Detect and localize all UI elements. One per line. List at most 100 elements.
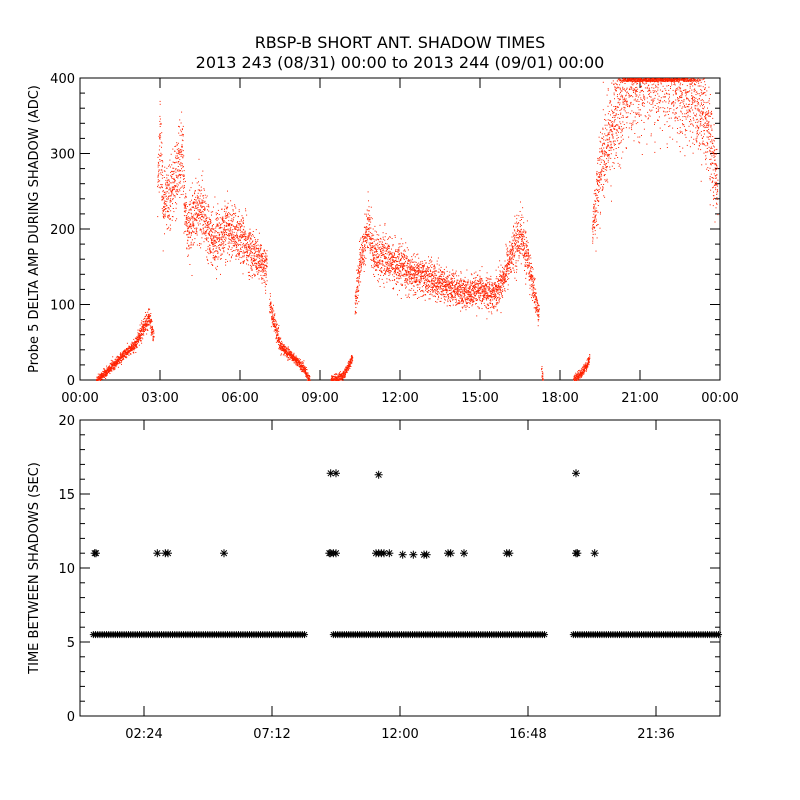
data-point: [270, 326, 272, 328]
data-point: [263, 279, 265, 281]
data-point: [113, 365, 115, 367]
data-point: [435, 293, 437, 295]
data-point: [187, 255, 189, 257]
data-point: [284, 352, 286, 354]
data-point: [368, 218, 370, 220]
data-point: [252, 263, 253, 265]
data-point: [207, 227, 209, 229]
data-point: [198, 224, 199, 226]
data-point: [418, 279, 420, 281]
data-point: [115, 356, 117, 358]
data-point: [289, 355, 291, 357]
data-point: [243, 261, 245, 263]
data-point: [384, 273, 386, 275]
data-point: [410, 271, 411, 273]
data-point: [104, 372, 106, 374]
data-point: [357, 277, 359, 279]
data-point: [342, 378, 344, 380]
data-point: [430, 273, 432, 275]
data-point: [360, 264, 362, 266]
data-point: [158, 191, 160, 193]
data-point: [130, 346, 132, 348]
data-point: [411, 288, 413, 290]
data-point: [185, 204, 187, 206]
data-point: [364, 234, 366, 235]
data-point: [209, 231, 211, 233]
data-point: [391, 253, 393, 255]
data-point: [169, 200, 171, 202]
data-point: [382, 264, 383, 266]
data-point: [198, 200, 200, 202]
data-point: [414, 261, 416, 263]
data-point: [161, 177, 163, 179]
data-point: [208, 253, 210, 255]
data-point: [403, 257, 404, 259]
data-point: [363, 239, 365, 241]
data-point: [228, 224, 230, 226]
data-point: [210, 228, 212, 230]
data-point: [197, 203, 199, 205]
data-point: [243, 228, 245, 230]
data-point: [213, 257, 215, 258]
data-point: [134, 341, 136, 342]
data-point: [408, 272, 410, 273]
data-point: [196, 219, 198, 221]
data-point: [191, 232, 192, 234]
data-point: [421, 272, 423, 274]
data-point: [346, 371, 348, 373]
data-point: [420, 271, 422, 273]
data-point: [160, 155, 162, 156]
data-point: [433, 266, 435, 268]
data-point: [171, 182, 173, 184]
data-point: [101, 376, 103, 378]
data-point: [436, 278, 438, 280]
data-point: [101, 375, 103, 377]
data-point: [382, 261, 384, 262]
data-point: [176, 189, 178, 191]
data-point: [367, 219, 369, 221]
data-point: [238, 211, 240, 213]
data-point: [168, 226, 170, 228]
data-point: [430, 259, 431, 261]
data-point: [380, 274, 382, 276]
data-point: [391, 279, 393, 281]
data-point: [213, 242, 215, 244]
data-point: [297, 360, 299, 362]
data-point: [265, 264, 267, 266]
data-point: [282, 344, 284, 346]
data-point: [409, 282, 411, 284]
data-point: [395, 250, 396, 252]
data-point: [436, 277, 438, 279]
data-point: [231, 242, 233, 244]
data-point: [167, 174, 169, 176]
data-point: [405, 255, 407, 257]
data-point: [196, 195, 198, 197]
data-point: [399, 274, 401, 276]
data-point: [377, 281, 379, 283]
data-point: [403, 265, 405, 266]
data-point: [225, 225, 227, 227]
data-point: [218, 247, 220, 249]
data-point: [410, 277, 412, 279]
data-point: [134, 347, 136, 349]
data-point: [181, 128, 183, 130]
data-point: [369, 244, 371, 246]
data-point: [386, 278, 388, 280]
data-point: [256, 262, 258, 264]
data-point: [152, 331, 154, 333]
data-point: [169, 159, 171, 161]
data-point: [244, 247, 246, 249]
data-point: [264, 259, 266, 261]
data-point: [162, 175, 164, 176]
data-point: [428, 267, 430, 269]
data-point: [183, 175, 185, 176]
data-point: [359, 248, 361, 250]
data-point: [195, 196, 197, 198]
data-point: [209, 227, 210, 229]
data-point: [214, 232, 216, 234]
data-point: [168, 183, 170, 185]
data-point: [295, 359, 297, 361]
data-point: [265, 283, 267, 285]
data-point: [159, 118, 161, 120]
data-point: [308, 378, 309, 380]
